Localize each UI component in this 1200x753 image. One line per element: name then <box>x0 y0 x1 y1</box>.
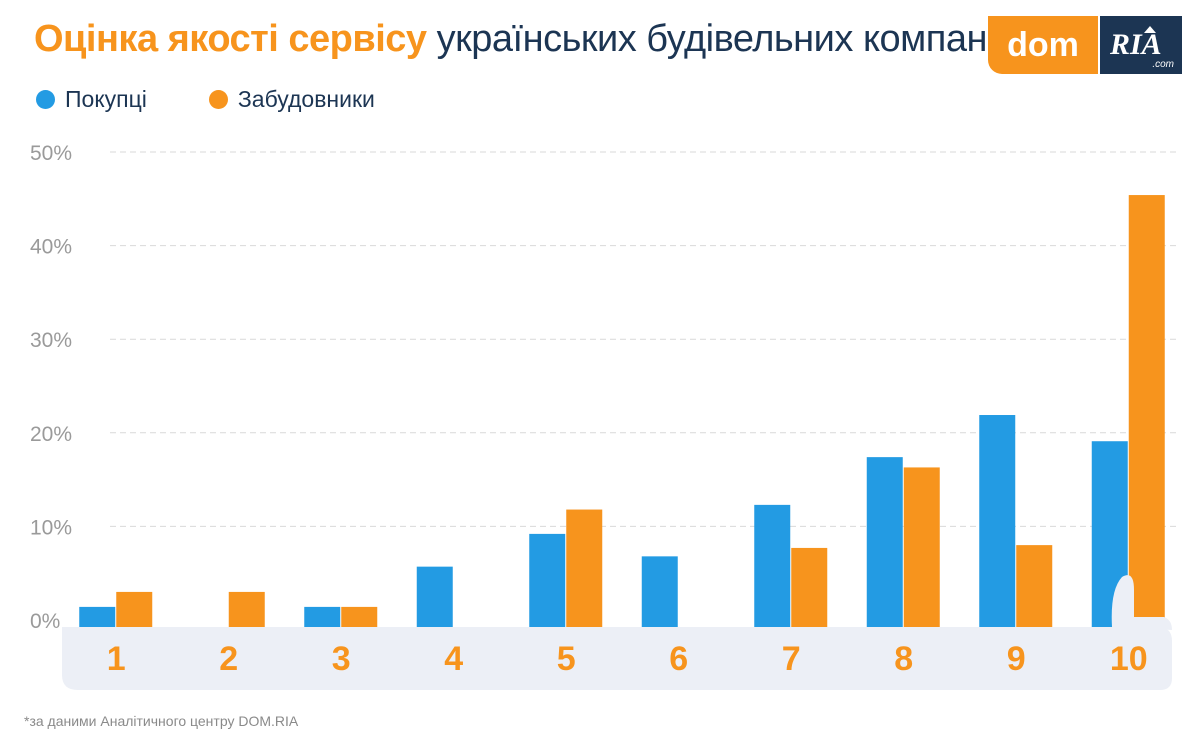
bar-developers-2 <box>228 591 265 627</box>
ria-mark-icon <box>1144 26 1156 33</box>
x-tick-label: 6 <box>669 640 688 678</box>
bar-developers-8 <box>903 467 940 627</box>
bar-developers-10 <box>1128 195 1165 627</box>
y-tick-label: 20% <box>30 423 72 446</box>
x-tick-label: 2 <box>219 640 238 678</box>
ria-logo-text: RIA <box>1110 28 1162 61</box>
x-tick-label: 9 <box>1007 640 1026 678</box>
y-tick-label: 40% <box>30 236 72 259</box>
y-tick-label: 10% <box>30 516 72 539</box>
x-tick-label: 3 <box>332 640 351 678</box>
title-accent: Оцінка якості сервісу <box>34 18 427 60</box>
footnote: *за даними Аналітичного центру DOM.RIA <box>24 713 299 729</box>
legend-buyers-label: Покупці <box>65 86 147 112</box>
x-tick-label: 7 <box>782 640 801 678</box>
dom-logo[interactable]: dom <box>988 16 1098 74</box>
y-tick-label: 0% <box>30 610 60 633</box>
thumb-icon <box>1111 575 1172 630</box>
title-rest: українських будівельних компаній <box>436 18 1016 60</box>
bar-developers-7 <box>791 547 828 627</box>
y-tick-label: 30% <box>30 329 72 352</box>
legend: Покупці Забудовники <box>36 86 375 113</box>
bar-developers-1 <box>116 591 153 627</box>
x-tick-label: 1 <box>107 640 126 678</box>
bar-buyers-5 <box>529 533 566 627</box>
x-tick-label: 10 <box>1110 640 1148 678</box>
legend-developers-label: Забудовники <box>237 86 375 112</box>
bar-buyers-7 <box>754 504 791 627</box>
axis-base <box>62 627 1172 690</box>
x-tick-label: 8 <box>894 640 913 678</box>
bar-developers-3 <box>341 606 378 627</box>
bar-buyers-4 <box>416 566 453 627</box>
y-tick-label: 50% <box>30 142 72 165</box>
bar-developers-5 <box>566 509 603 627</box>
x-tick-label: 4 <box>444 640 463 678</box>
bar-buyers-9 <box>979 415 1016 627</box>
bar-buyers-6 <box>641 556 678 627</box>
legend-buyers-marker <box>36 90 55 109</box>
chart-title: Оцінка якості сервісу українських будіве… <box>34 18 1016 61</box>
ria-logo[interactable]: RIA .com <box>1100 16 1182 74</box>
legend-developers-marker <box>208 90 228 109</box>
bar-buyers-3 <box>304 606 341 627</box>
bar-buyers-8 <box>866 457 903 627</box>
ria-logo-domain: .com <box>1152 59 1174 70</box>
bar-buyers-1 <box>79 606 116 627</box>
x-tick-label: 5 <box>557 640 576 678</box>
bar-developers-9 <box>1016 545 1053 627</box>
